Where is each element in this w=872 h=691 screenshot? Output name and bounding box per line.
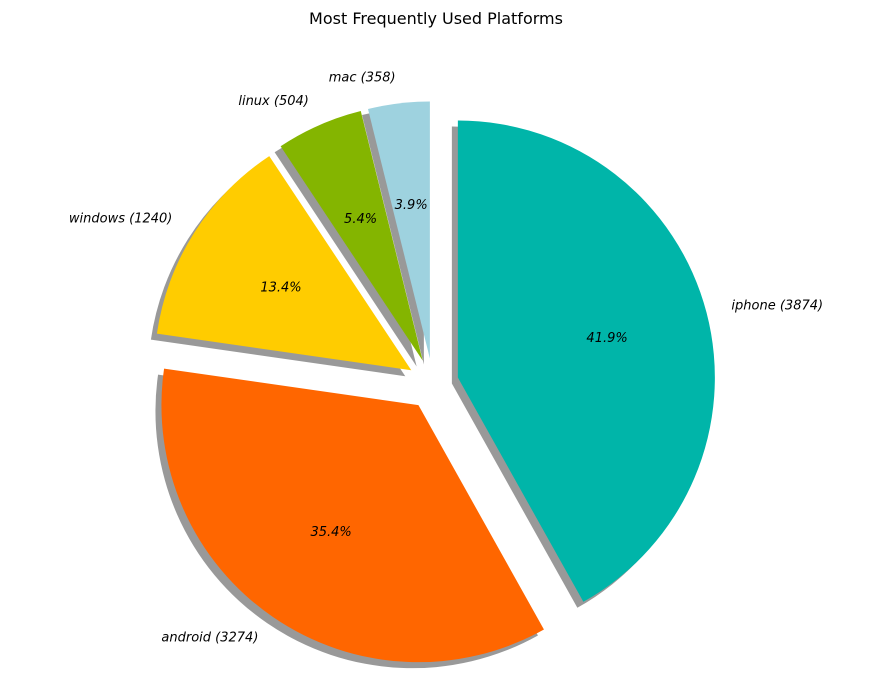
pie-slice-linux — [280, 111, 423, 361]
pie-slice-windows — [156, 156, 412, 371]
pie-slice-mac — [368, 101, 430, 359]
chart-title: Most Frequently Used Platforms — [309, 9, 563, 28]
slice-pct-label-iphone: 41.9% — [586, 331, 627, 346]
slice-labels: iphone (3874) 41.9% android (3274) 35.4% win… — [69, 70, 823, 645]
slice-label-android: android (3274) — [161, 631, 258, 646]
slice-label-iphone: iphone (3874) — [731, 299, 823, 314]
slice-pct-label-linux: 5.4% — [344, 212, 377, 227]
pie-slice-iphone — [457, 120, 715, 602]
slice-label-windows: windows (1240) — [69, 212, 172, 227]
pie-slice-android — [161, 368, 544, 663]
slice-pct-label-mac: 3.9% — [395, 198, 428, 213]
slice-label-mac: mac (358) — [329, 70, 396, 85]
slice-pct-label-windows: 13.4% — [260, 280, 301, 295]
slice-label-linux: linux (504) — [238, 94, 308, 109]
slice-pct-label-android: 35.4% — [310, 525, 351, 540]
pie-slices — [156, 101, 715, 663]
